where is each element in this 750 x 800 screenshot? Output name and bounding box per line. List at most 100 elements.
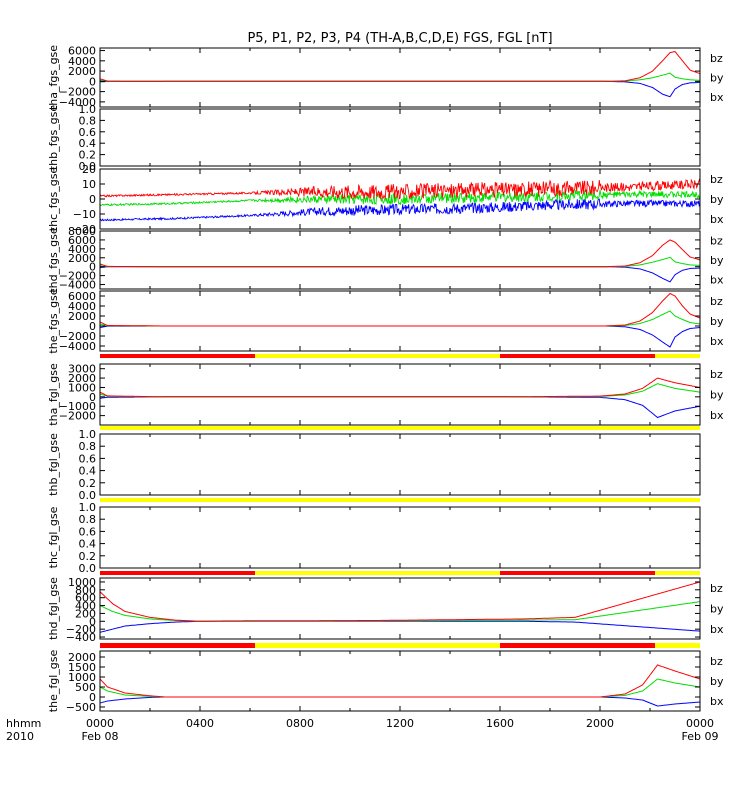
status-segment-red	[500, 571, 655, 575]
status-bars-group	[100, 354, 700, 648]
y-tick-label: −2000	[59, 410, 96, 423]
y-tick-label: 0.6	[79, 525, 97, 538]
panel-thb_fgl_gse: 1.00.80.60.40.20.0 thb_fgl_gse	[47, 428, 701, 502]
legend-bz: bz	[710, 173, 723, 186]
legend-bx: bx	[710, 695, 724, 708]
y-tick-label: 3000	[68, 363, 96, 376]
y-tick-label: 0	[89, 261, 96, 274]
y-tick-label: 0.8	[79, 440, 97, 453]
x-tick-label: 0400	[186, 717, 214, 730]
status-segment-red	[100, 354, 255, 358]
y-tick-label: 0.0	[79, 562, 97, 575]
series-bz-line	[100, 292, 700, 327]
legend-bx: bx	[710, 335, 724, 348]
y-tick-label: 6000	[68, 234, 96, 247]
panel-lines	[100, 664, 700, 707]
y-tick-label: 2000	[68, 252, 96, 265]
y-tick-label: 0.2	[79, 550, 97, 563]
y-tick-label: −2000	[59, 330, 96, 343]
status-segment-yellow	[655, 354, 700, 358]
y-tick-label: −4000	[59, 279, 96, 292]
x-tick-label: 2000	[586, 717, 614, 730]
y-tick-label: −20	[73, 223, 96, 236]
status-bar	[100, 571, 700, 575]
legend-bx: bx	[710, 213, 724, 226]
y-axis-label: tha_fgl_gse	[47, 363, 60, 426]
x-tick-label: 1600	[486, 717, 514, 730]
y-tick-label: 0.0	[79, 489, 97, 502]
y-axis-label: thb_fgl_gse	[47, 433, 60, 496]
y-tick-label: 0.2	[79, 149, 97, 162]
y-tick-label: 1.0	[79, 103, 97, 116]
y-tick-label: −1000	[59, 400, 96, 413]
status-bar	[100, 354, 700, 358]
x-tick-label: 0000	[686, 717, 714, 730]
status-segment-yellow	[100, 498, 700, 502]
y-tick-label: 0	[89, 193, 96, 206]
y-tick-label: 1.0	[79, 428, 97, 441]
y-axis-label: thc_fgl_gse	[47, 506, 60, 568]
status-segment-yellow	[655, 643, 700, 648]
x-tick-date-label: Feb 09	[682, 730, 719, 743]
y-tick-label: −4000	[59, 340, 96, 353]
status-bar	[100, 498, 700, 502]
y-tick-label: 10	[82, 178, 96, 191]
y-tick-label: −400	[66, 631, 96, 644]
series-bz-line	[100, 178, 700, 200]
legend-bz: bz	[710, 368, 723, 381]
legend-by: by	[710, 193, 724, 206]
legend-by: by	[710, 603, 724, 616]
y-axis-label: thd_fgl_gse	[47, 577, 60, 640]
y-tick-label: 0.8	[79, 114, 97, 127]
series-by-line	[100, 189, 700, 207]
y-tick-label: 0.6	[79, 126, 97, 139]
legend-bz: bz	[710, 582, 723, 595]
series-bz-line	[100, 581, 700, 622]
y-tick-label: 0.2	[79, 477, 97, 490]
legend-bx: bx	[710, 409, 724, 422]
legend-by: by	[710, 315, 724, 328]
x-tick-date-label: Feb 08	[82, 730, 119, 743]
status-segment-red	[500, 643, 655, 648]
x-tick-label: 0000	[86, 717, 114, 730]
status-segment-yellow	[255, 643, 500, 648]
y-axis-label: thc_fgs_gse	[47, 167, 60, 232]
y-tick-label: 0	[89, 320, 96, 333]
y-tick-label: 2000	[68, 310, 96, 323]
y-axis-label: the_fgl_gse	[47, 650, 60, 713]
y-tick-label: 0.6	[79, 452, 97, 465]
status-segment-yellow	[255, 354, 500, 358]
y-tick-label: −10	[73, 208, 96, 221]
y-tick-label: 1000	[68, 671, 96, 684]
y-tick-label: 8000	[68, 225, 96, 238]
y-tick-label: 2000	[68, 651, 96, 664]
status-bar	[100, 643, 700, 648]
panel-thc_fgl_gse: 1.00.80.60.40.20.0 thc_fgl_gse	[47, 501, 701, 575]
y-tick-label: −200	[66, 623, 96, 636]
y-tick-label: 0.0	[79, 160, 97, 173]
y-tick-label: 0.4	[79, 465, 97, 478]
panel-lines	[100, 581, 700, 633]
legend-bz: bz	[710, 52, 723, 65]
legend-bx: bx	[710, 273, 724, 286]
panel-lines	[100, 239, 700, 283]
legend-by: by	[710, 389, 724, 402]
y-tick-label: −4000	[59, 96, 96, 109]
y-tick-label: −2000	[59, 270, 96, 283]
y-tick-label: 4000	[68, 55, 96, 68]
y-tick-label: 1000	[68, 576, 96, 589]
status-segment-yellow	[655, 571, 700, 575]
y-tick-label: 500	[75, 681, 96, 694]
y-tick-label: 800	[75, 584, 96, 597]
y-tick-label: 4000	[68, 300, 96, 313]
y-tick-label: 20	[82, 163, 96, 176]
y-tick-label: 2000	[68, 372, 96, 385]
y-tick-label: 6000	[68, 290, 96, 303]
x-axis-row-label-time: hhmm	[6, 717, 41, 730]
